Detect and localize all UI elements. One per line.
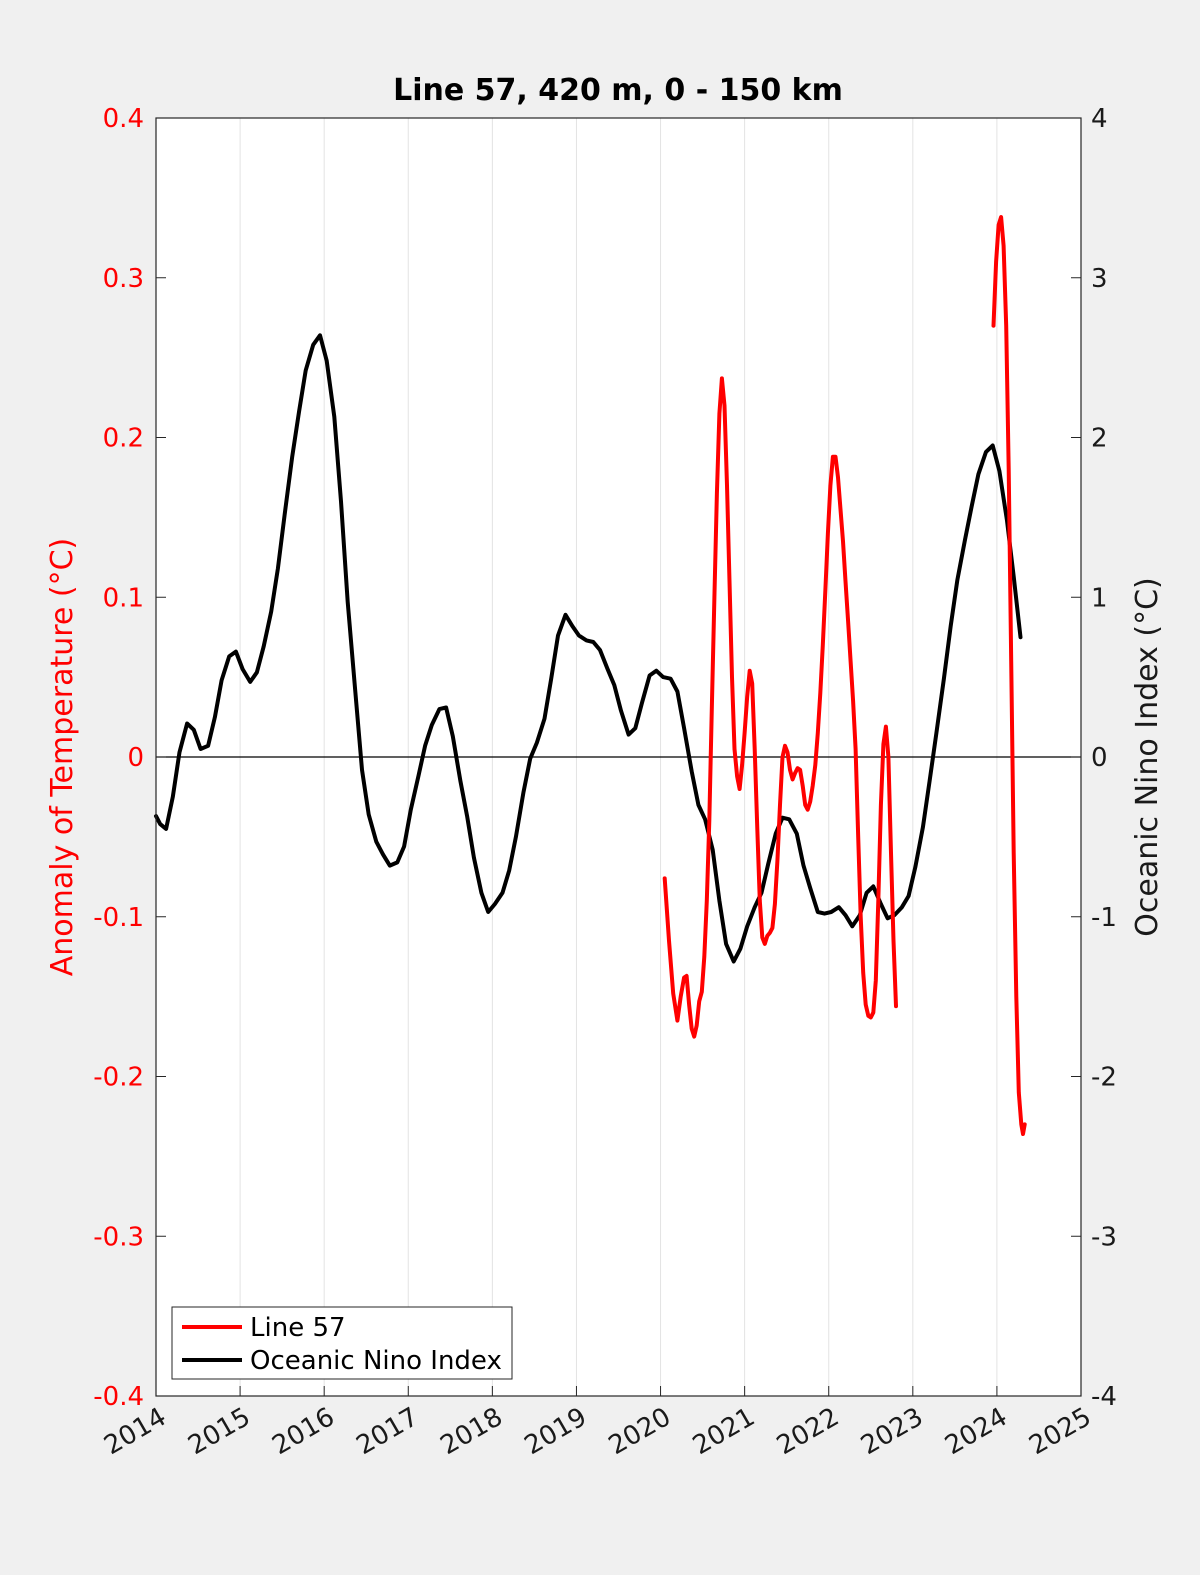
series-line-line-57-segment-2: [991, 215, 1027, 1136]
y-left-tick-label: 0.4: [103, 104, 144, 134]
y-right-tick-label: -2: [1091, 1063, 1117, 1093]
y-right-tick-label: -4: [1091, 1382, 1117, 1412]
y-right-tick-label: -3: [1091, 1222, 1117, 1252]
y-left-tick-label: -0.3: [93, 1222, 144, 1252]
y-right-tick-label: 1: [1091, 583, 1108, 613]
series-layer: [154, 215, 1027, 1136]
y-right-tick-label: 3: [1091, 264, 1108, 294]
y-left-tick-label: 0.1: [103, 583, 144, 613]
legend: Line 57 Oceanic Nino Index: [171, 1306, 513, 1380]
y-left-tick-label: -0.2: [93, 1063, 144, 1093]
y-left-tick-label: 0: [127, 743, 144, 773]
series-line-oceanic-nino-index: [154, 333, 1023, 964]
y-right-tick-label: -1: [1091, 903, 1117, 933]
y-axis-label-left: Anomaly of Temperature (°C): [45, 538, 80, 977]
y-right-tick-label: 4: [1091, 104, 1108, 134]
y-left-tick-label: -0.4: [93, 1382, 144, 1412]
y-left-tick-label: 0.2: [103, 424, 144, 454]
chart-title: Line 57, 420 m, 0 - 150 km: [393, 73, 843, 108]
legend-label-line57: Line 57: [250, 1313, 346, 1343]
legend-box: [171, 1306, 513, 1380]
y-right-tick-label: 0: [1091, 743, 1108, 773]
y-right-tick-label: 2: [1091, 424, 1108, 454]
y-left-tick-label: -0.1: [93, 903, 144, 933]
series-line-line-57-segment-1: [662, 376, 898, 1039]
y-left-tick-label: 0.3: [103, 264, 144, 294]
y-axis-label-right: Oceanic Nino Index (°C): [1130, 577, 1165, 937]
legend-label-oni: Oceanic Nino Index: [250, 1346, 502, 1376]
